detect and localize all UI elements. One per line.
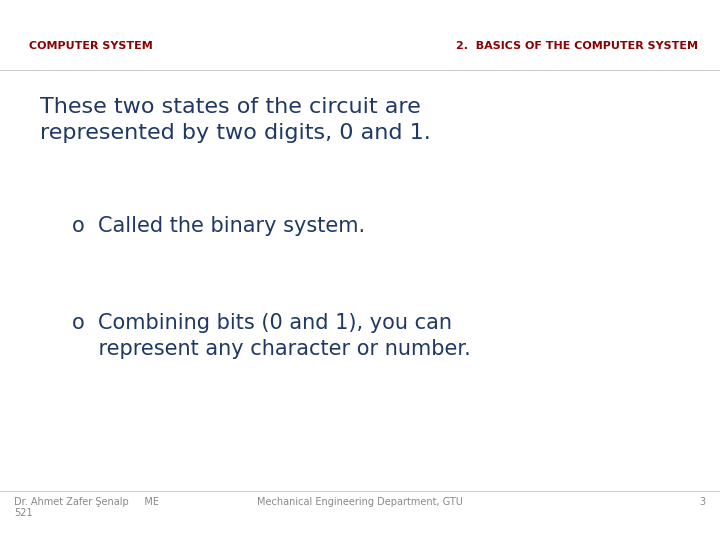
Text: COMPUTER SYSTEM: COMPUTER SYSTEM — [29, 41, 153, 51]
Text: 3: 3 — [699, 497, 706, 507]
Text: Dr. Ahmet Zafer Şenalp     ME
521: Dr. Ahmet Zafer Şenalp ME 521 — [14, 497, 159, 518]
Text: o  Combining bits (0 and 1), you can
    represent any character or number.: o Combining bits (0 and 1), you can repr… — [72, 313, 471, 359]
Text: o  Called the binary system.: o Called the binary system. — [72, 216, 365, 236]
Text: These two states of the circuit are
represented by two digits, 0 and 1.: These two states of the circuit are repr… — [40, 97, 431, 143]
Text: 2.  BASICS OF THE COMPUTER SYSTEM: 2. BASICS OF THE COMPUTER SYSTEM — [456, 41, 698, 51]
Text: Mechanical Engineering Department, GTU: Mechanical Engineering Department, GTU — [257, 497, 463, 507]
